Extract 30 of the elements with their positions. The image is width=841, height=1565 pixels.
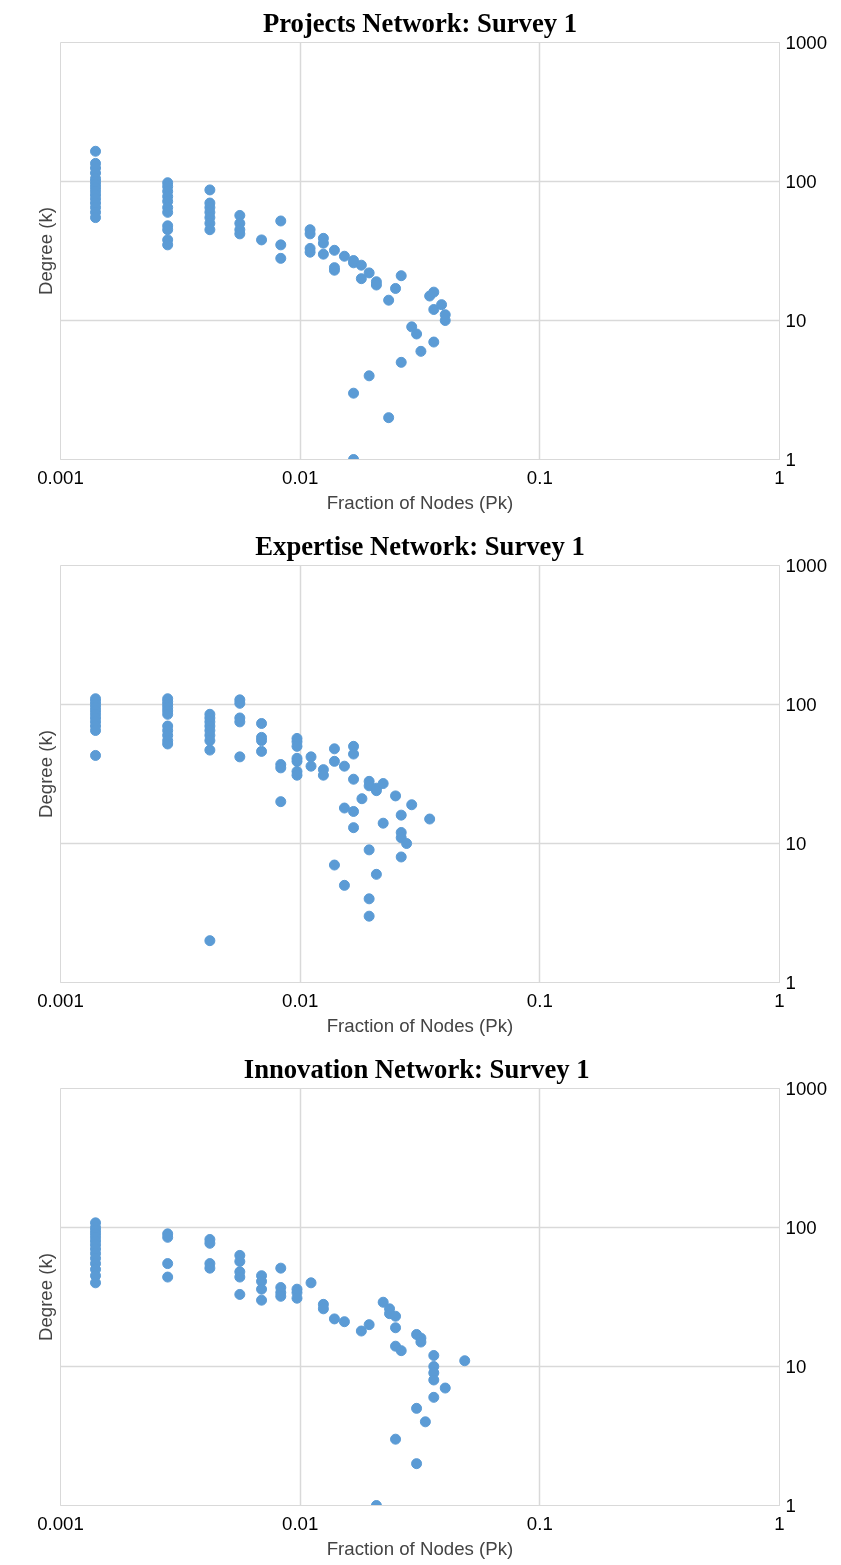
y-axis-title: Degree (k) — [34, 729, 56, 819]
y-tick-label: 10 — [785, 1356, 807, 1377]
y-tick-label: 10 — [785, 310, 807, 331]
x-tick-label: 0.01 — [282, 989, 319, 1011]
x-tick-label: 0.001 — [37, 1512, 84, 1534]
x-tick-label: 0.1 — [526, 1512, 553, 1534]
x-axis-title: Fraction of Nodes (Pk) — [326, 1014, 514, 1036]
y-tick-label: 1 — [785, 972, 796, 993]
y-tick-label: 1 — [785, 1495, 796, 1516]
x-tick-label: 0.001 — [37, 466, 84, 488]
x-axis-title: Fraction of Nodes (Pk) — [326, 1537, 514, 1559]
x-tick-label: 0.1 — [526, 466, 553, 488]
y-axis-title: Degree (k) — [34, 1252, 56, 1342]
y-axis-title: Degree (k) — [34, 206, 56, 296]
chart-title: Projects Network: Survey 1 — [262, 7, 578, 38]
y-tick-label: 10 — [785, 833, 807, 854]
y-tick-label: 1 — [785, 449, 796, 470]
chart-title: Innovation Network: Survey 1 — [243, 1053, 590, 1084]
x-axis-title: Fraction of Nodes (Pk) — [326, 491, 514, 513]
y-tick-label: 1000 — [785, 1078, 828, 1099]
y-tick-label: 1000 — [785, 32, 828, 53]
x-tick-label: 0.1 — [526, 989, 553, 1011]
x-tick-label: 0.01 — [282, 466, 319, 488]
y-tick-label: 100 — [785, 171, 817, 192]
y-tick-label: 100 — [785, 1217, 817, 1238]
x-tick-label: 0.001 — [37, 989, 84, 1011]
y-tick-label: 1000 — [785, 555, 828, 576]
chart-title: Expertise Network: Survey 1 — [255, 530, 585, 561]
y-tick-label: 100 — [785, 694, 817, 715]
x-tick-label: 0.01 — [282, 1512, 319, 1534]
